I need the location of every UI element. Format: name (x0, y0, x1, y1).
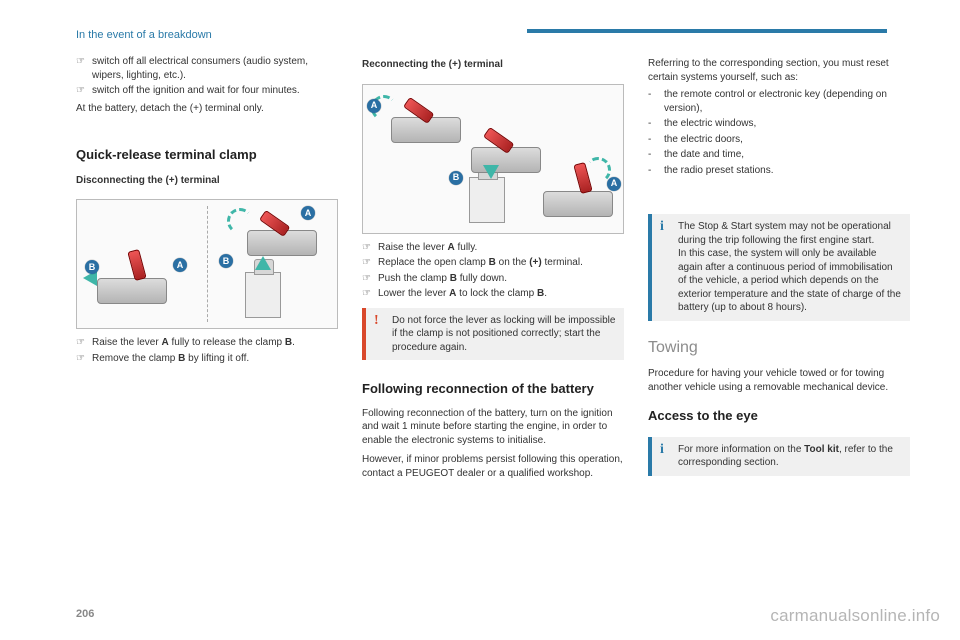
dash-glyph: - (648, 148, 664, 162)
dash-item: -the remote control or electronic key (d… (648, 88, 910, 115)
column-2: Reconnecting the (+) terminal A B A ☞ (362, 54, 624, 483)
heading-following-reconnection: Following reconnection of the battery (362, 380, 624, 398)
info-icon: i (660, 443, 670, 470)
bullet-text: Replace the open clamp B on the (+) term… (378, 256, 624, 270)
dash-item: -the date and time, (648, 148, 910, 162)
dash-glyph: - (648, 88, 664, 115)
page-columns: ☞ switch off all electrical consumers (a… (76, 54, 886, 483)
paragraph: Referring to the corresponding section, … (648, 57, 910, 84)
dash-glyph: - (648, 117, 664, 131)
paragraph: At the battery, detach the (+) terminal … (76, 102, 338, 116)
warning-icon: ! (374, 314, 384, 355)
heading-quick-release: Quick-release terminal clamp (76, 146, 338, 164)
bullet-text: switch off all electrical consumers (aud… (92, 55, 338, 82)
figure-disconnecting: B A A B (76, 199, 338, 329)
dash-glyph: - (648, 133, 664, 147)
info-text: The Stop & Start system may not be opera… (678, 220, 902, 315)
bullet-item: ☞ switch off the ignition and wait for f… (76, 84, 338, 98)
label-a: A (607, 177, 621, 191)
paragraph: Following reconnection of the battery, t… (362, 407, 624, 448)
warning-note: ! Do not force the lever as locking will… (362, 308, 624, 361)
bullet-glyph: ☞ (76, 336, 92, 350)
info-text: For more information on the Tool kit, re… (678, 443, 902, 470)
arrow-icon (585, 157, 611, 183)
dash-text: the electric windows, (664, 117, 910, 131)
dash-glyph: - (648, 164, 664, 178)
subhead-reconnecting: Reconnecting the (+) terminal (362, 58, 624, 72)
figure-divider (207, 206, 208, 322)
clamp-illustration (97, 262, 167, 304)
arrow-icon (227, 208, 253, 234)
heading-towing: Towing (648, 337, 910, 359)
figure-reconnecting: A B A (362, 84, 624, 234)
bullet-text: Raise the lever A fully. (378, 241, 624, 255)
info-note: i For more information on the Tool kit, … (648, 437, 910, 476)
dash-text: the remote control or electronic key (de… (664, 88, 910, 115)
paragraph: However, if minor problems persist follo… (362, 453, 624, 480)
label-b: B (449, 171, 463, 185)
label-b: B (219, 254, 233, 268)
label-a: A (367, 99, 381, 113)
terminal-post (469, 177, 505, 223)
bullet-glyph: ☞ (362, 272, 378, 286)
bullet-text: Push the clamp B fully down. (378, 272, 624, 286)
paragraph: Procedure for having your vehicle towed … (648, 367, 910, 394)
header-accent-bar (527, 29, 887, 33)
bullet-item: ☞ Push the clamp B fully down. (362, 272, 624, 286)
info-note: i The Stop & Start system may not be ope… (648, 214, 910, 321)
section-header: In the event of a breakdown (76, 28, 212, 43)
bullet-item: ☞ Raise the lever A fully. (362, 241, 624, 255)
arrow-icon (255, 256, 271, 270)
column-1: ☞ switch off all electrical consumers (a… (76, 54, 338, 483)
label-a: A (301, 206, 315, 220)
bullet-item: ☞ Raise the lever A fully to release the… (76, 336, 338, 350)
info-icon: i (660, 220, 670, 315)
heading-access-eye: Access to the eye (648, 407, 910, 425)
bullet-glyph: ☞ (362, 241, 378, 255)
label-b: B (85, 260, 99, 274)
subhead-disconnecting: Disconnecting the (+) terminal (76, 174, 338, 188)
dash-text: the radio preset stations. (664, 164, 910, 178)
watermark: carmanualsonline.info (770, 605, 940, 628)
bullet-glyph: ☞ (362, 287, 378, 301)
arrow-icon (483, 165, 499, 179)
bullet-item: ☞ switch off all electrical consumers (a… (76, 55, 338, 82)
bullet-glyph: ☞ (362, 256, 378, 270)
bullet-text: Raise the lever A fully to release the c… (92, 336, 338, 350)
bullet-glyph: ☞ (76, 55, 92, 82)
dash-item: -the electric doors, (648, 133, 910, 147)
clamp-illustration (247, 214, 317, 256)
dash-text: the electric doors, (664, 133, 910, 147)
bullet-text: switch off the ignition and wait for fou… (92, 84, 338, 98)
clamp-illustration (471, 131, 541, 173)
bullet-text: Lower the lever A to lock the clamp B. (378, 287, 624, 301)
terminal-post (245, 272, 281, 318)
bullet-glyph: ☞ (76, 84, 92, 98)
warning-text: Do not force the lever as locking will b… (392, 314, 616, 355)
bullet-item: ☞ Replace the open clamp B on the (+) te… (362, 256, 624, 270)
column-3: Referring to the corresponding section, … (648, 54, 910, 483)
bullet-item: ☞ Remove the clamp B by lifting it off. (76, 352, 338, 366)
clamp-illustration (391, 101, 461, 143)
bullet-text: Remove the clamp B by lifting it off. (92, 352, 338, 366)
bullet-item: ☞ Lower the lever A to lock the clamp B. (362, 287, 624, 301)
page-number: 206 (76, 607, 94, 622)
dash-item: -the radio preset stations. (648, 164, 910, 178)
dash-text: the date and time, (664, 148, 910, 162)
bullet-glyph: ☞ (76, 352, 92, 366)
dash-item: -the electric windows, (648, 117, 910, 131)
label-a: A (173, 258, 187, 272)
